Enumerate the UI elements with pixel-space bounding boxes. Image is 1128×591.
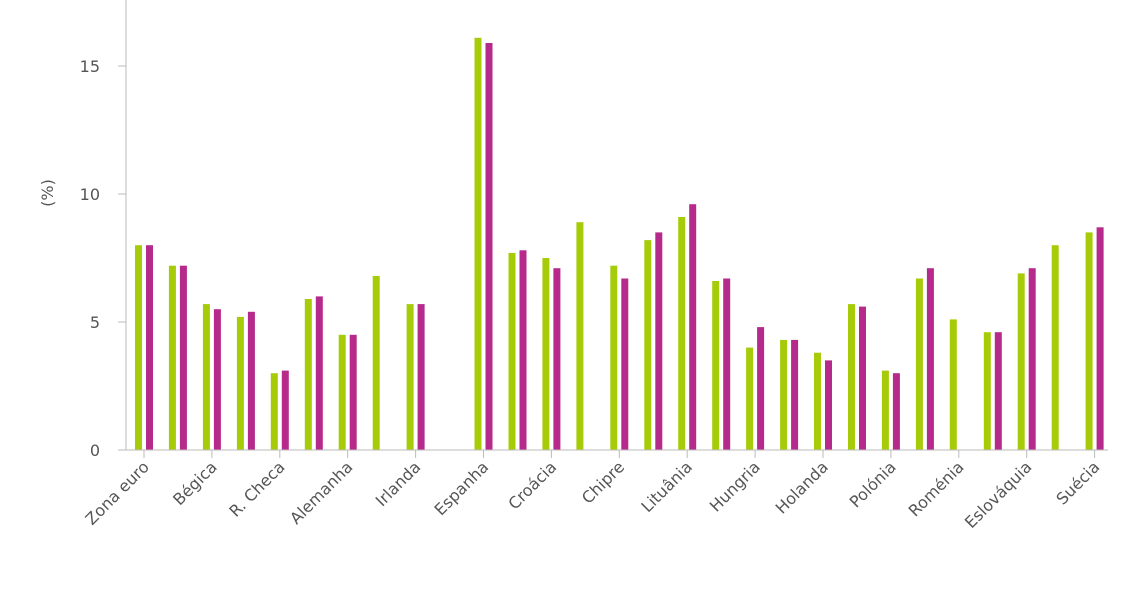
x-category-label: Polónia: [846, 457, 900, 511]
bar-series-1: [814, 352, 821, 450]
bar-series-1: [983, 332, 991, 450]
bar-series-2: [281, 370, 289, 450]
bar-series-2: [926, 268, 934, 450]
bar-series-1: [712, 281, 720, 450]
bar-series-1: [576, 222, 584, 450]
bar-series-2: [553, 268, 561, 450]
bar-series-1: [1051, 245, 1059, 450]
x-category-label: Chipre: [578, 457, 628, 507]
bar-series-1: [372, 275, 380, 450]
bar-series-1: [304, 299, 312, 450]
bar-series-2: [655, 232, 663, 450]
bar-series-1: [135, 245, 142, 450]
bar-series-2: [1096, 227, 1104, 450]
x-category-label: Roménia: [905, 457, 968, 520]
x-category-label: Espanha: [430, 457, 492, 519]
x-category-label: Irlanda: [372, 457, 425, 510]
bar-series-2: [859, 306, 866, 450]
bar-series-2: [892, 373, 900, 450]
y-axis: 0 5 10 15: [80, 57, 126, 460]
bar-series-1: [338, 334, 346, 450]
bar-series-2: [146, 245, 153, 450]
bar-series-2: [179, 265, 187, 450]
y-tick-label: 5: [90, 313, 100, 332]
bar-series-2: [247, 311, 255, 450]
x-category-label: Alemanha: [286, 457, 357, 528]
y-axis-label: (%): [38, 179, 57, 207]
bar-series-1: [610, 265, 618, 450]
bar-series-1: [780, 339, 788, 450]
bar-series-1: [202, 304, 210, 450]
bar-series-1: [236, 316, 244, 450]
bars: [135, 37, 1104, 451]
x-category-label: Croácia: [504, 457, 560, 513]
bar-series-2: [315, 296, 323, 450]
bar-series-1: [644, 240, 652, 450]
x-category-label: Hungria: [706, 457, 764, 515]
bar-series-2: [689, 204, 697, 450]
y-tick-label: 15: [80, 57, 100, 76]
bar-series-2: [757, 327, 765, 450]
bar-series-1: [1017, 273, 1025, 450]
x-category-label: Lituânia: [637, 457, 696, 516]
bar-series-2: [825, 360, 832, 450]
bar-series-1: [881, 370, 889, 450]
bar-series-1: [168, 265, 176, 450]
bar-series-1: [542, 258, 550, 450]
bar-series-1: [848, 304, 855, 450]
bar-series-2: [485, 43, 493, 450]
x-category-label: Bégica: [169, 457, 221, 509]
bar-series-2: [621, 278, 629, 450]
bar-series-1: [1085, 232, 1093, 450]
x-category-label: Holanda: [772, 457, 832, 517]
bar-series-1: [949, 319, 957, 450]
bar-series-1: [270, 373, 278, 450]
bar-series-1: [678, 217, 686, 450]
y-tick-label: 0: [90, 441, 100, 460]
x-category-label: Zona euro: [82, 457, 153, 528]
bar-series-2: [213, 309, 221, 450]
bar-series-2: [1028, 268, 1036, 450]
bar-series-2: [994, 332, 1002, 450]
bar-series-1: [746, 347, 754, 450]
bar-series-2: [417, 304, 425, 450]
bar-series-1: [508, 252, 516, 450]
bar-series-1: [474, 37, 482, 451]
bar-series-1: [915, 278, 923, 450]
bar-series-1: [406, 304, 414, 450]
x-category-label: R. Checa: [225, 457, 288, 520]
x-category-label: Suécia: [1052, 457, 1103, 508]
bar-series-2: [349, 334, 357, 450]
y-tick-label: 10: [80, 185, 100, 204]
bar-series-2: [723, 278, 731, 450]
x-category-label: Eslováquia: [961, 457, 1036, 532]
bar-series-2: [519, 250, 527, 450]
bar-series-2: [791, 339, 799, 450]
